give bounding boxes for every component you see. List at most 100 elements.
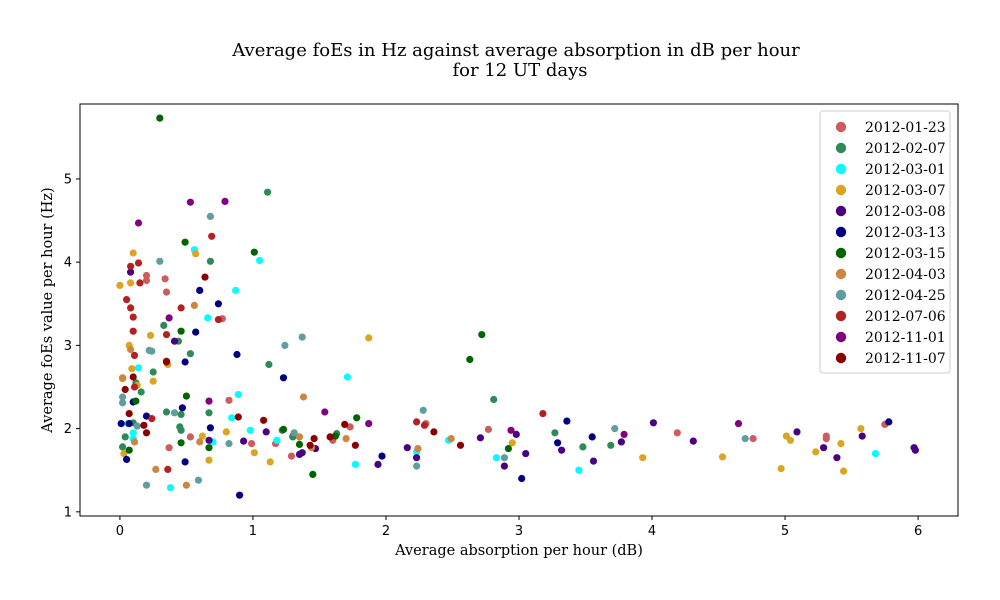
data-point-2012-07-06-11 bbox=[162, 331, 171, 339]
data-point-2012-04-03-6 bbox=[196, 438, 204, 446]
data-point-2012-03-07-0 bbox=[116, 281, 124, 289]
data-point-2012-03-15-16 bbox=[504, 445, 512, 453]
legend-label-2012-01-23: 2012-01-23 bbox=[865, 120, 946, 136]
data-point-2012-11-01-9 bbox=[734, 420, 743, 428]
data-point-2012-03-15-7 bbox=[205, 444, 213, 452]
data-point-2012-03-15-10 bbox=[295, 440, 304, 448]
data-point-2012-03-07-4 bbox=[127, 279, 135, 287]
data-point-2012-07-06-14 bbox=[208, 232, 216, 240]
data-point-2012-07-06-15 bbox=[214, 316, 222, 324]
data-point-2012-03-15-6 bbox=[182, 392, 190, 400]
legend-marker-2012-03-08 bbox=[835, 205, 847, 217]
data-point-2012-01-23-1 bbox=[142, 276, 151, 285]
data-point-2012-11-07-12 bbox=[341, 420, 349, 428]
data-point-2012-03-08-17 bbox=[617, 438, 626, 446]
legend-marker-2012-07-06 bbox=[835, 310, 847, 322]
legend-marker-2012-04-25 bbox=[835, 289, 847, 301]
data-point-2012-03-01-4 bbox=[166, 484, 175, 492]
data-point-2012-01-23-13 bbox=[346, 423, 354, 431]
data-point-2012-03-01-12 bbox=[256, 256, 264, 265]
data-point-2012-03-13-10 bbox=[206, 424, 214, 432]
x-tick-label: 6 bbox=[914, 524, 922, 539]
data-point-2012-03-07-6 bbox=[129, 249, 137, 257]
data-point-2012-07-06-7 bbox=[134, 259, 143, 267]
data-point-2012-03-08-14 bbox=[522, 450, 530, 458]
data-point-2012-03-13-16 bbox=[518, 474, 526, 483]
legend-label-2012-03-13: 2012-03-13 bbox=[865, 225, 946, 241]
data-point-2012-03-08-2 bbox=[205, 436, 213, 444]
data-point-2012-04-25-11 bbox=[281, 341, 289, 349]
data-point-2012-03-07-24 bbox=[812, 448, 820, 456]
data-point-2012-03-08-15 bbox=[558, 446, 566, 454]
data-point-2012-01-23-0 bbox=[142, 271, 151, 280]
data-point-2012-01-23-10 bbox=[287, 452, 296, 460]
data-point-2012-11-01-8 bbox=[620, 430, 628, 438]
legend-label-2012-04-25: 2012-04-25 bbox=[865, 288, 946, 304]
data-point-2012-02-07-1 bbox=[121, 433, 129, 441]
data-point-2012-07-06-17 bbox=[420, 421, 429, 429]
data-point-2012-01-23-19 bbox=[822, 432, 830, 440]
y-tick-label: 2 bbox=[64, 422, 72, 437]
data-point-2012-03-13-20 bbox=[885, 418, 893, 426]
data-point-2012-04-25-14 bbox=[413, 462, 421, 470]
data-point-2012-03-07-16 bbox=[266, 458, 274, 466]
data-point-2012-03-13-8 bbox=[192, 328, 200, 336]
x-tick-label: 1 bbox=[249, 524, 257, 539]
data-point-2012-02-07-23 bbox=[607, 441, 615, 449]
x-tick-label: 3 bbox=[515, 524, 523, 539]
data-point-2012-03-07-27 bbox=[857, 425, 865, 433]
data-point-2012-03-13-9 bbox=[196, 286, 204, 294]
data-point-2012-03-01-9 bbox=[232, 286, 240, 294]
data-point-2012-01-23-8 bbox=[248, 440, 256, 448]
data-point-2012-03-15-8 bbox=[250, 248, 258, 256]
data-point-2012-11-01-5 bbox=[321, 408, 329, 416]
x-tick-label: 4 bbox=[648, 524, 656, 539]
data-point-2012-07-06-8 bbox=[136, 279, 144, 287]
data-point-2012-02-07-21 bbox=[551, 429, 559, 437]
data-point-2012-03-13-13 bbox=[236, 491, 244, 499]
data-point-2012-11-01-4 bbox=[221, 197, 229, 205]
data-point-2012-11-01-1 bbox=[165, 314, 173, 322]
data-point-2012-03-01-15 bbox=[351, 460, 359, 468]
data-point-2012-11-07-11 bbox=[326, 433, 334, 441]
data-point-2012-03-15-3 bbox=[177, 439, 185, 447]
legend: 2012-01-23 2012-02-07 2012-03-01 2012-03-07… bbox=[819, 110, 951, 374]
data-point-2012-03-07-20 bbox=[718, 453, 727, 461]
data-point-2012-11-07-4 bbox=[142, 429, 151, 437]
data-point-2012-02-07-20 bbox=[490, 395, 498, 404]
legend-label-2012-11-07: 2012-11-07 bbox=[865, 351, 946, 367]
x-tick-label: 5 bbox=[781, 524, 789, 539]
legend-label-2012-03-01: 2012-03-01 bbox=[865, 162, 946, 178]
data-point-2012-03-07-5 bbox=[128, 365, 136, 373]
data-point-2012-03-15-1 bbox=[132, 397, 140, 405]
data-point-2012-03-08-20 bbox=[793, 428, 801, 436]
legend-marker-2012-11-01 bbox=[835, 331, 847, 343]
y-axis-label: Average foEs value per hour (Hz) bbox=[40, 187, 56, 433]
data-point-2012-03-01-2 bbox=[129, 429, 137, 437]
data-point-2012-11-01-2 bbox=[186, 198, 194, 206]
data-point-2012-04-03-11 bbox=[414, 445, 422, 453]
data-point-2012-04-03-5 bbox=[190, 301, 198, 309]
data-point-2012-02-07-10 bbox=[177, 410, 185, 419]
y-tick-label: 4 bbox=[64, 256, 72, 271]
data-point-2012-03-13-2 bbox=[125, 420, 133, 428]
data-point-2012-03-07-14 bbox=[222, 428, 230, 436]
data-point-2012-02-07-16 bbox=[265, 360, 273, 369]
data-point-2012-11-07-3 bbox=[140, 421, 148, 429]
data-point-2012-04-25-12 bbox=[290, 429, 298, 437]
data-point-2012-03-07-15 bbox=[250, 449, 258, 457]
data-point-2012-03-07-19 bbox=[639, 454, 647, 462]
data-point-2012-07-06-18 bbox=[539, 410, 547, 418]
x-tick-label: 0 bbox=[116, 524, 124, 539]
x-tick-label: 2 bbox=[382, 524, 390, 539]
data-point-2012-04-25-15 bbox=[419, 406, 427, 414]
legend-marker-2012-03-15 bbox=[835, 247, 847, 259]
data-point-2012-03-07-21 bbox=[777, 465, 785, 473]
data-point-2012-03-08-25 bbox=[911, 446, 920, 454]
data-point-2012-02-07-6 bbox=[160, 321, 168, 329]
legend-marker-2012-03-07 bbox=[835, 184, 847, 196]
data-point-2012-04-03-7 bbox=[295, 433, 304, 441]
data-point-2012-02-07-4 bbox=[137, 388, 145, 396]
data-point-2012-04-25-2 bbox=[133, 422, 141, 430]
data-point-2012-01-23-17 bbox=[749, 435, 757, 443]
